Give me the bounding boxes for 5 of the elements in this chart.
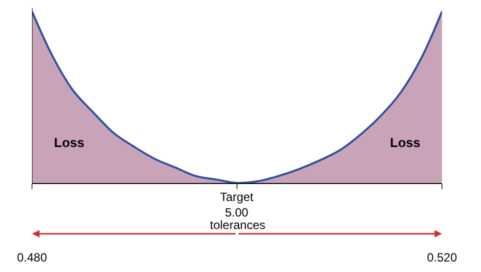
x-tick-label: 0.520 [426, 250, 458, 264]
annotation: Loss [54, 135, 84, 150]
annotation: Loss [390, 135, 420, 150]
text: tolerances [210, 218, 266, 232]
x-tick-label: 0.480 [16, 250, 48, 264]
